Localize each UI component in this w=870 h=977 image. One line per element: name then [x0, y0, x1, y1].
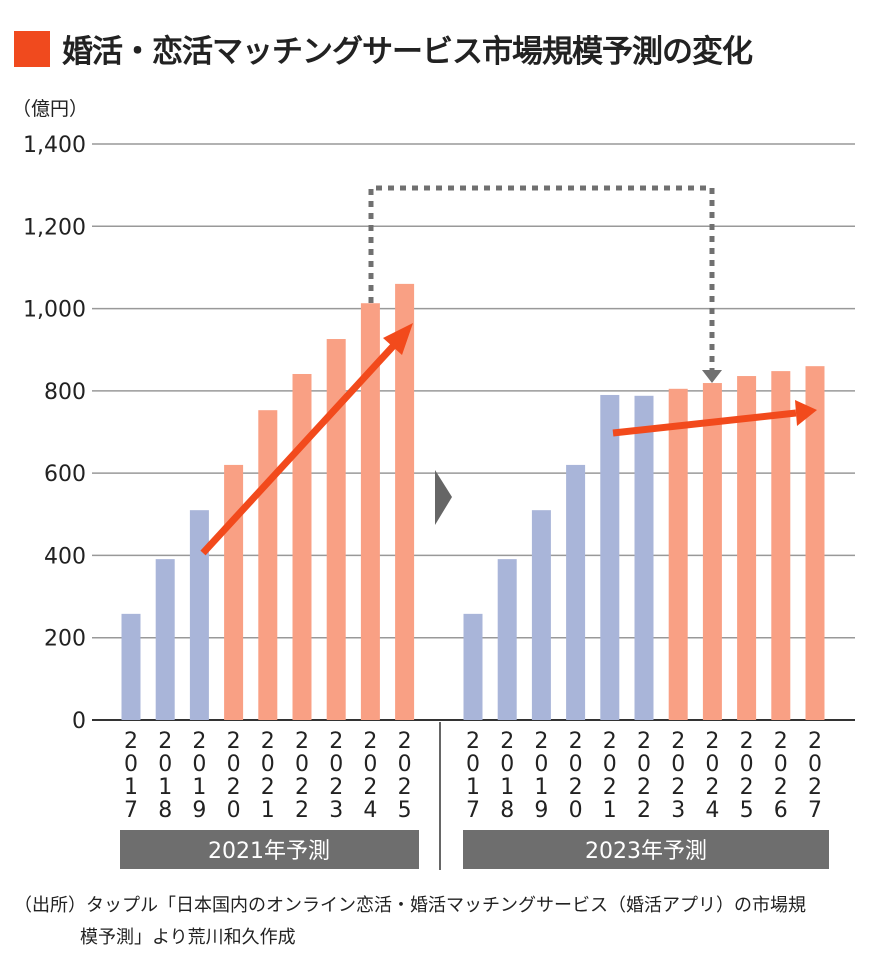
bar-2024: [702, 383, 722, 720]
y-tick-label: 600: [44, 462, 86, 487]
trend-arrow-2023: [612, 400, 817, 437]
bar-2018: [155, 559, 175, 720]
y-tick-label: 200: [44, 627, 86, 652]
bar-2026: [771, 371, 791, 720]
source-line-2: 模予測」より荒川和久作成: [80, 927, 296, 948]
chart-title: 婚活・恋活マッチングサービス市場規模予測の変化: [14, 26, 753, 71]
source-note: （出所）タップル「日本国内のオンライン恋活・婚活マッチングサービス（婚活アプリ）…: [14, 890, 864, 954]
bar-2019: [531, 510, 551, 720]
title-marker-square: [14, 30, 50, 67]
bar-2020: [224, 464, 244, 720]
chevron-right-icon: [435, 470, 452, 525]
source-line-1: （出所）タップル「日本国内のオンライン恋活・婚活マッチングサービス（婚活アプリ）…: [14, 895, 806, 916]
bar-2020: [566, 464, 586, 720]
y-tick-label: 0: [72, 709, 86, 734]
bar-2027: [805, 366, 825, 720]
bar-2022: [292, 373, 312, 720]
bar-2024: [360, 303, 380, 720]
bar-2023: [668, 388, 688, 720]
y-tick-label: 1,200: [23, 215, 86, 240]
title-text: 婚活・恋活マッチングサービス市場規模予測の変化: [62, 34, 753, 70]
trend-arrow-2021: [200, 323, 413, 556]
group-label-box-2021: [120, 830, 419, 869]
group-label-2021: 2021年予測: [208, 839, 330, 864]
y-tick-label: 800: [44, 380, 86, 405]
bar-2025: [395, 283, 415, 720]
bar-2021: [258, 410, 278, 720]
bar-2023: [326, 339, 346, 720]
bar-2017: [121, 613, 141, 720]
y-axis-unit-label: （億円）: [12, 98, 88, 120]
bar-2021: [600, 394, 620, 720]
bar-2018: [497, 559, 517, 720]
y-tick-label: 1,400: [23, 133, 86, 158]
connector-arrowhead-icon: [702, 370, 722, 383]
bar-2025: [737, 376, 757, 720]
bar-2022: [634, 395, 654, 720]
bar-2017: [463, 613, 483, 720]
y-tick-label: 400: [44, 544, 86, 569]
bar-2019: [189, 510, 209, 720]
group-label-box-2023: [463, 830, 829, 869]
dotted-connector: [368, 185, 715, 372]
group-label-2023: 2023年予測: [585, 839, 707, 864]
y-tick-label: 1,000: [23, 298, 86, 323]
